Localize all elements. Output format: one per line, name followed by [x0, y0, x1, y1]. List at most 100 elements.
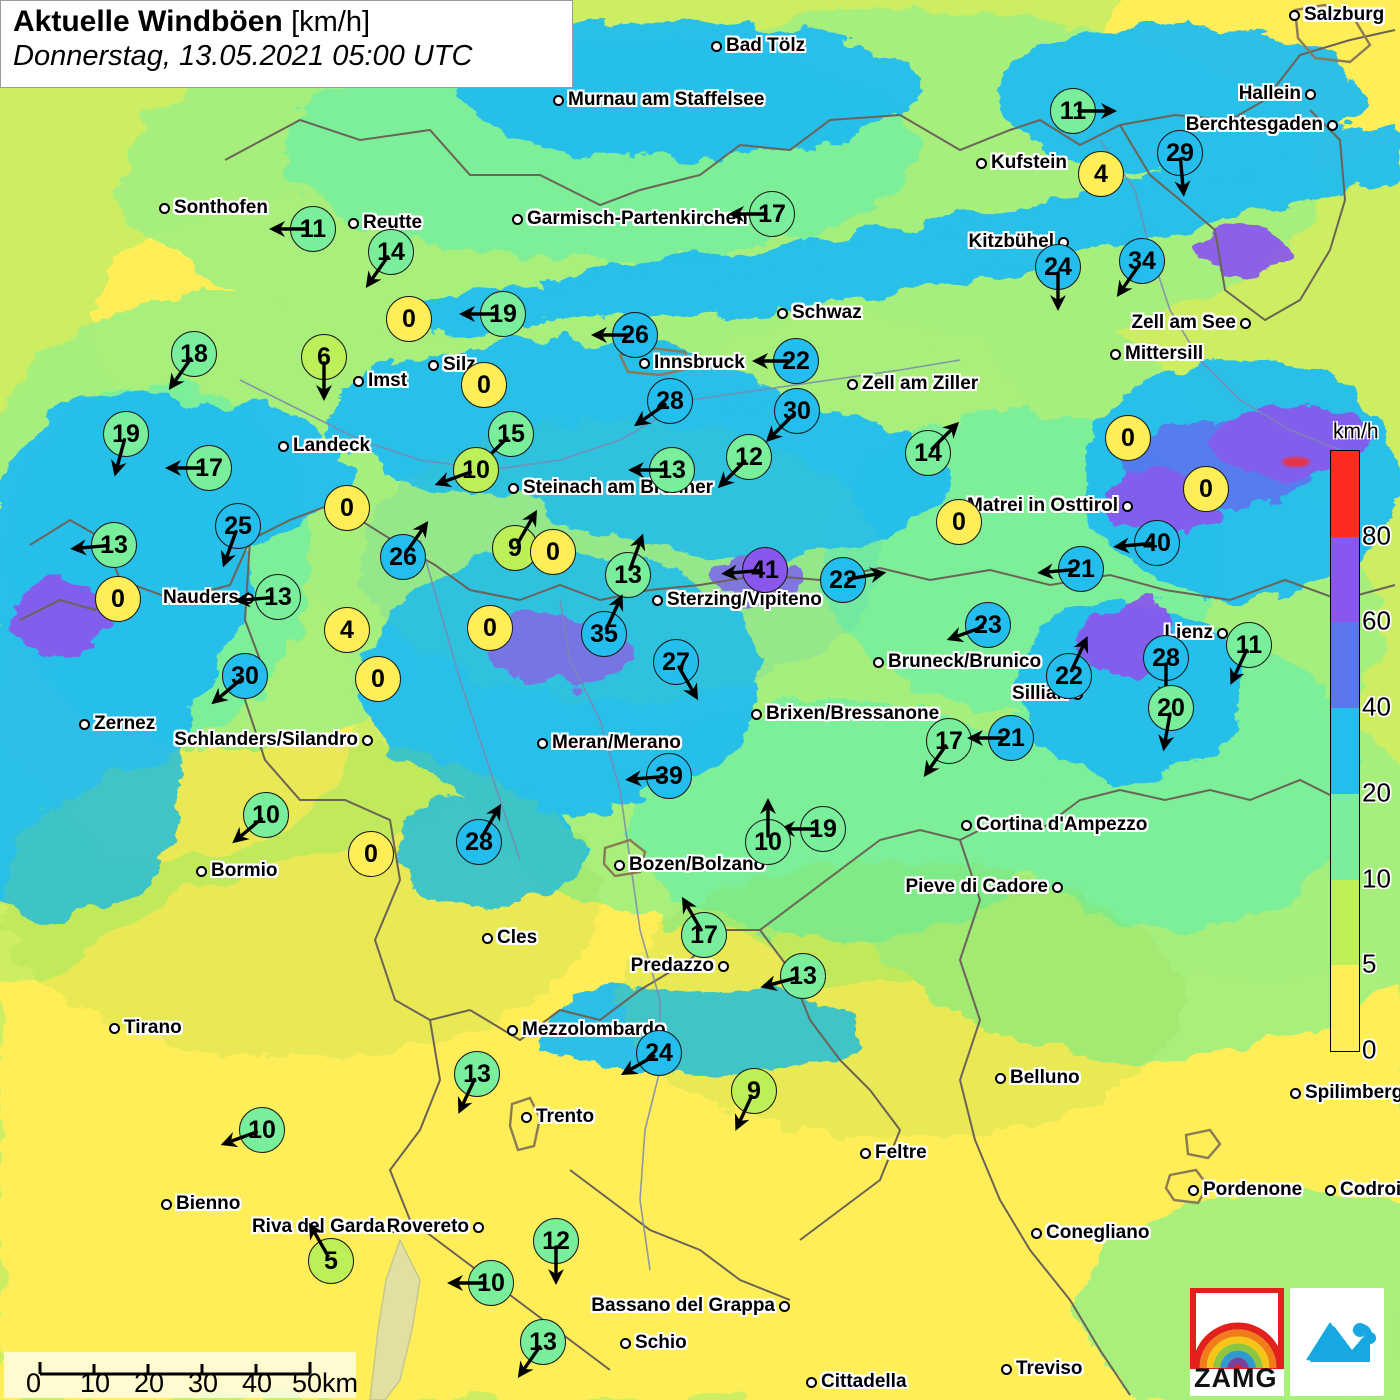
- wind-gust-value-bubble[interactable]: 40: [1134, 520, 1180, 566]
- wind-station-marker[interactable]: 19: [103, 411, 149, 477]
- wind-gust-value-bubble[interactable]: 11: [1226, 622, 1272, 668]
- wind-station-marker[interactable]: 27: [653, 639, 699, 701]
- wind-station-marker[interactable]: 29: [1157, 130, 1203, 197]
- wind-gust-value-bubble[interactable]: 11: [290, 206, 336, 252]
- wind-station-marker[interactable]: 12: [717, 434, 772, 489]
- wind-gust-value-bubble[interactable]: 22: [773, 338, 819, 384]
- wind-gust-value-bubble[interactable]: 41: [742, 547, 788, 593]
- wind-gust-value-bubble[interactable]: 22: [1046, 653, 1092, 699]
- wind-station-marker[interactable]: 14: [905, 421, 960, 476]
- wind-station-marker[interactable]: 28: [633, 378, 693, 427]
- wind-station-marker[interactable]: 10: [745, 798, 791, 865]
- wind-gust-value-bubble[interactable]: 24: [636, 1030, 682, 1076]
- wind-gust-value-bubble[interactable]: 14: [368, 229, 414, 275]
- wind-gust-value-bubble[interactable]: 4: [324, 607, 370, 653]
- wind-gust-value-bubble[interactable]: 0: [348, 831, 394, 877]
- wind-gust-value-bubble[interactable]: 13: [520, 1319, 566, 1365]
- wind-gust-value-bubble[interactable]: 20: [1148, 685, 1194, 731]
- wind-station-marker[interactable]: 41: [721, 547, 788, 593]
- wind-gust-value-bubble[interactable]: 19: [800, 806, 846, 852]
- wind-gust-value-bubble[interactable]: 30: [222, 653, 268, 699]
- wind-station-marker[interactable]: 5: [308, 1222, 354, 1284]
- wind-gust-value-bubble[interactable]: 4: [1078, 151, 1124, 197]
- wind-gust-value-bubble[interactable]: 10: [453, 447, 499, 493]
- wind-station-marker[interactable]: 10: [447, 1260, 514, 1306]
- wind-gust-value-bubble[interactable]: 11: [1050, 88, 1096, 134]
- wind-gust-value-bubble[interactable]: 13: [605, 552, 651, 598]
- wind-station-marker[interactable]: 20: [1148, 685, 1194, 752]
- wind-gust-value-bubble[interactable]: 28: [647, 378, 693, 424]
- wind-station-marker[interactable]: 10: [220, 1107, 285, 1153]
- wind-station-marker[interactable]: 26: [380, 520, 429, 580]
- wind-station-marker[interactable]: 10: [232, 792, 289, 844]
- wind-gust-value-bubble[interactable]: 5: [308, 1238, 354, 1284]
- wind-station-marker[interactable]: 0: [461, 362, 507, 408]
- wind-gust-value-bubble[interactable]: 0: [95, 576, 141, 622]
- wind-station-marker[interactable]: 13: [517, 1319, 566, 1379]
- wind-station-marker[interactable]: 0: [348, 831, 394, 877]
- wind-gust-value-bubble[interactable]: 0: [1105, 415, 1151, 461]
- wind-station-marker[interactable]: 19: [779, 806, 846, 852]
- wind-station-marker[interactable]: 30: [211, 653, 268, 705]
- wind-station-marker[interactable]: 24: [620, 1030, 682, 1076]
- wind-station-marker[interactable]: 25: [215, 503, 261, 568]
- wind-gust-value-bubble[interactable]: 13: [255, 574, 301, 620]
- wind-gust-value-bubble[interactable]: 18: [171, 331, 217, 377]
- wind-gust-value-bubble[interactable]: 14: [905, 430, 951, 476]
- wind-gust-value-bubble[interactable]: 26: [612, 312, 658, 358]
- wind-gust-value-bubble[interactable]: 12: [726, 434, 772, 480]
- wind-gust-value-bubble[interactable]: 23: [965, 602, 1011, 648]
- wind-gust-value-bubble[interactable]: 17: [186, 445, 232, 491]
- wind-gust-value-bubble[interactable]: 30: [774, 388, 820, 434]
- wind-gust-value-bubble[interactable]: 28: [456, 819, 502, 865]
- wind-station-marker[interactable]: 13: [70, 522, 137, 568]
- wind-gust-value-bubble[interactable]: 0: [355, 656, 401, 702]
- wind-gust-value-bubble[interactable]: 0: [936, 499, 982, 545]
- wind-station-marker[interactable]: 0: [1105, 415, 1151, 461]
- wind-station-marker[interactable]: 6: [301, 334, 347, 401]
- wind-gust-value-bubble[interactable]: 19: [480, 291, 526, 337]
- wind-station-marker[interactable]: 40: [1113, 520, 1180, 566]
- wind-station-marker[interactable]: 17: [728, 191, 795, 237]
- wind-gust-value-bubble[interactable]: 13: [454, 1051, 500, 1097]
- wind-gust-value-bubble[interactable]: 29: [1157, 130, 1203, 176]
- wind-station-marker[interactable]: 24: [1035, 244, 1081, 311]
- wind-gust-value-bubble[interactable]: 0: [386, 296, 432, 342]
- wind-gust-value-bubble[interactable]: 17: [681, 912, 727, 958]
- wind-station-marker[interactable]: 28: [1143, 635, 1189, 702]
- wind-station-marker[interactable]: 0: [95, 576, 141, 622]
- wind-gust-value-bubble[interactable]: 13: [780, 953, 826, 999]
- wind-station-marker[interactable]: 13: [454, 1051, 500, 1114]
- wind-station-marker[interactable]: 11: [1226, 622, 1272, 685]
- wind-station-marker[interactable]: 28: [456, 803, 502, 865]
- wind-station-marker[interactable]: 22: [752, 338, 819, 384]
- wind-gust-value-bubble[interactable]: 24: [1035, 244, 1081, 290]
- wind-gust-value-bubble[interactable]: 10: [745, 819, 791, 865]
- wind-gust-value-bubble[interactable]: 27: [653, 639, 699, 685]
- wind-station-marker[interactable]: 17: [681, 896, 727, 958]
- wind-station-marker[interactable]: 13: [234, 574, 301, 620]
- wind-gust-value-bubble[interactable]: 6: [301, 334, 347, 380]
- wind-station-marker[interactable]: 9: [731, 1068, 777, 1131]
- wind-station-marker[interactable]: 4: [324, 607, 370, 653]
- wind-gust-value-bubble[interactable]: 13: [91, 522, 137, 568]
- wind-gust-value-bubble[interactable]: 13: [649, 447, 695, 493]
- wind-gust-value-bubble[interactable]: 26: [380, 534, 426, 580]
- wind-station-marker[interactable]: 11: [1050, 88, 1117, 134]
- wind-station-marker[interactable]: 30: [765, 388, 820, 443]
- wind-gust-value-bubble[interactable]: 17: [749, 191, 795, 237]
- wind-gust-value-bubble[interactable]: 21: [1058, 546, 1104, 592]
- wind-gust-value-bubble[interactable]: 19: [103, 411, 149, 457]
- wind-gust-value-bubble[interactable]: 10: [239, 1107, 285, 1153]
- wind-gust-value-bubble[interactable]: 39: [646, 753, 692, 799]
- wind-gust-value-bubble[interactable]: 0: [467, 605, 513, 651]
- wind-gust-value-bubble[interactable]: 28: [1143, 635, 1189, 681]
- wind-station-marker[interactable]: 17: [923, 718, 972, 778]
- wind-station-marker[interactable]: 23: [946, 602, 1011, 648]
- wind-gust-value-bubble[interactable]: 25: [215, 503, 261, 549]
- wind-station-marker[interactable]: 11: [269, 206, 336, 252]
- wind-gust-value-bubble[interactable]: 35: [581, 611, 627, 657]
- wind-gust-value-bubble[interactable]: 17: [926, 718, 972, 764]
- wind-station-marker[interactable]: 10: [434, 447, 499, 493]
- wind-gust-value-bubble[interactable]: 0: [461, 362, 507, 408]
